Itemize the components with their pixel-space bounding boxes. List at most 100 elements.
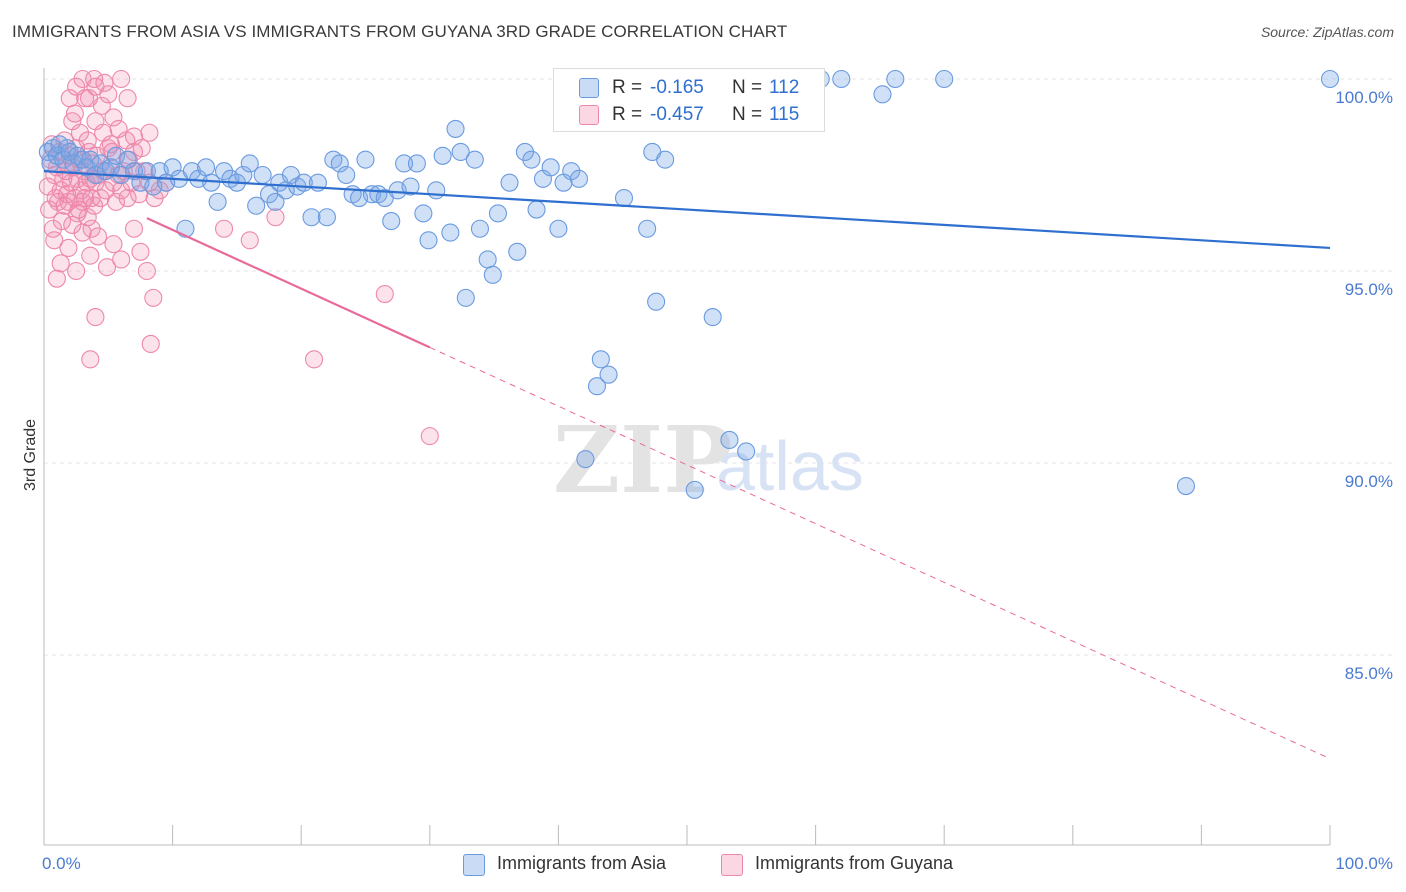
asia-point: [54, 150, 73, 169]
asia-point: [541, 158, 560, 177]
series-guyana: [38, 69, 439, 446]
guyana-point: [85, 196, 104, 215]
y-tick-label: 90.0%: [1345, 472, 1393, 491]
asia-point: [873, 85, 892, 104]
asia-point: [470, 219, 490, 238]
asia-point: [414, 204, 433, 223]
asia-point: [549, 219, 568, 238]
guyana-point: [130, 185, 149, 204]
asia-point: [253, 165, 272, 185]
x-tick-label-start: 0.0%: [42, 854, 81, 873]
asia-point: [137, 162, 156, 181]
asia-point: [247, 196, 266, 215]
asia-trend-line: [43, 170, 1331, 250]
legend-n-value: 115: [769, 104, 800, 125]
asia-point: [562, 162, 581, 181]
legend-n-label: N =: [732, 104, 763, 125]
x-tick-labels: 0.0% 100.0%: [42, 854, 1393, 873]
asia-point: [106, 146, 126, 165]
guyana-trend-line: [146, 217, 431, 349]
asia-point: [451, 142, 470, 162]
legend-r-label: R =: [612, 104, 643, 125]
guyana-point: [68, 204, 87, 223]
asia-point: [614, 188, 634, 208]
legend-row-asia: R = -0.165 N = 112: [554, 75, 824, 101]
guyana-point: [266, 208, 285, 227]
guyana-point: [140, 123, 159, 142]
asia-point: [163, 158, 182, 177]
asia-point: [240, 154, 259, 173]
asia-point: [419, 231, 438, 250]
watermark: ZIP atlas: [553, 406, 864, 514]
asia-point: [356, 150, 375, 169]
guyana-point: [240, 231, 259, 250]
asia-point: [587, 377, 607, 396]
trend-lines: [43, 170, 1331, 760]
asia-point: [317, 208, 336, 227]
asia-point: [456, 288, 475, 307]
asia-point: [433, 146, 452, 165]
axes: [43, 68, 1331, 846]
asia-point: [441, 223, 460, 242]
guyana-point: [141, 334, 160, 354]
guyana-point: [101, 135, 120, 154]
guyana-point: [59, 238, 78, 258]
asia-point: [446, 119, 465, 138]
asia-point: [407, 154, 426, 173]
y-tick-label: 95.0%: [1345, 280, 1393, 299]
guyana-point: [118, 89, 137, 108]
asia-point: [401, 177, 420, 196]
asia-point: [832, 69, 851, 89]
guyana-point: [137, 261, 156, 281]
guyana-point: [52, 212, 72, 231]
guyana-point: [124, 219, 144, 238]
bottom-legend-swatch-asia: [463, 854, 485, 876]
asia-point: [302, 208, 321, 227]
chart-title: IMMIGRANTS FROM ASIA VS IMMIGRANTS FROM …: [12, 22, 788, 41]
guyana-point: [81, 350, 100, 369]
asia-point: [483, 265, 502, 284]
asia-point: [703, 308, 722, 327]
y-tick-label: 85.0%: [1345, 664, 1393, 683]
guyana-point: [132, 139, 151, 158]
guyana-point: [92, 96, 111, 115]
asia-point: [118, 150, 137, 169]
guyana-point: [51, 254, 70, 273]
asia-point: [427, 181, 446, 200]
guyana-point: [73, 223, 92, 242]
legend-swatch-guyana: [579, 105, 599, 125]
asia-point: [395, 154, 414, 173]
guyana-point: [85, 69, 104, 89]
asia-point: [647, 292, 666, 311]
asia-point: [569, 169, 589, 188]
asia-point: [196, 158, 216, 177]
guyana-point: [144, 288, 163, 307]
legend-r-label: R =: [612, 77, 643, 98]
asia-point: [656, 150, 675, 169]
asia-point: [638, 219, 657, 238]
asia-point: [737, 442, 756, 461]
guyana-point: [112, 181, 131, 200]
legend-r-value: -0.165: [650, 77, 704, 98]
guyana-point: [214, 219, 234, 238]
asia-point: [935, 69, 954, 89]
guyana-point: [375, 284, 394, 304]
y-axis-label: 3rd Grade: [22, 419, 39, 491]
asia-point: [527, 200, 546, 219]
asia-point: [382, 212, 401, 231]
guyana-point: [47, 269, 66, 288]
asia-point: [515, 142, 535, 162]
guyana-point: [65, 104, 84, 123]
guyana-point: [45, 231, 64, 250]
guyana-point: [420, 427, 439, 446]
legend-swatch-asia: [579, 78, 599, 98]
asia-point: [886, 69, 905, 89]
asia-point: [214, 162, 234, 181]
asia-point: [488, 204, 508, 223]
guyana-point: [63, 215, 82, 234]
asia-point: [1320, 69, 1340, 89]
guyana-point: [104, 108, 123, 127]
asia-point: [337, 165, 356, 185]
y-tick-labels: 100.0% 95.0% 90.0% 85.0%: [1335, 88, 1393, 683]
x-tick-label-end: 100.0%: [1335, 854, 1393, 873]
